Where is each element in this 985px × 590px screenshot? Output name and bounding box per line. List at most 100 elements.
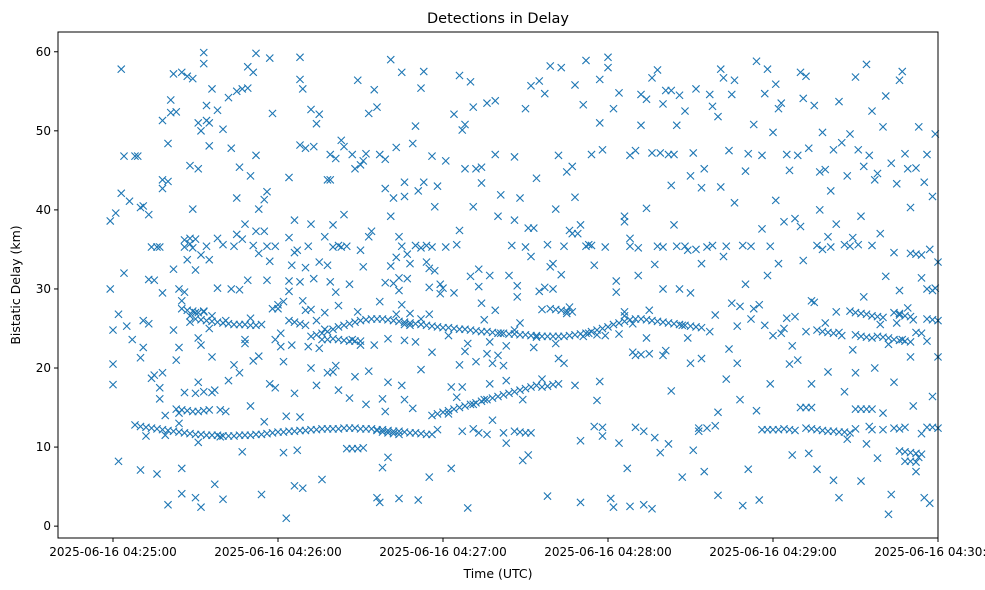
data-point [485, 337, 494, 346]
data-point [199, 387, 208, 396]
data-point [395, 286, 403, 295]
data-point [433, 425, 442, 434]
data-point [315, 258, 324, 267]
data-point [697, 259, 706, 268]
data-point [463, 339, 472, 348]
data-point [505, 271, 513, 280]
data-point [136, 466, 145, 474]
data-point [139, 201, 148, 210]
data-point [188, 74, 197, 83]
data-point [252, 227, 260, 236]
data-point [620, 311, 629, 320]
data-point [848, 345, 857, 354]
data-point [499, 428, 508, 437]
data-point [216, 405, 225, 414]
data-point [804, 449, 813, 458]
data-point [433, 409, 442, 418]
data-point [703, 424, 711, 433]
data-point [634, 271, 643, 280]
data-point [782, 150, 791, 159]
data-point [331, 154, 340, 163]
data-point [271, 242, 280, 251]
x-tick-label: 2025-06-16 04:25:00 [49, 545, 176, 559]
data-point [356, 337, 365, 346]
data-point [642, 95, 651, 104]
data-point [298, 84, 307, 93]
data-point [301, 144, 310, 153]
data-point [587, 150, 596, 159]
data-point [494, 392, 502, 401]
data-point [799, 94, 808, 103]
data-point [502, 376, 511, 385]
data-point [661, 346, 670, 355]
data-point [631, 146, 640, 155]
data-point [513, 292, 522, 301]
data-point [436, 289, 445, 298]
data-point [191, 493, 200, 502]
data-point [290, 481, 299, 490]
data-point [895, 424, 904, 433]
data-point [172, 356, 181, 365]
data-point [752, 406, 761, 415]
data-point [263, 187, 271, 196]
data-point [109, 360, 117, 369]
data-point [469, 400, 478, 409]
data-point [334, 322, 343, 331]
data-point [461, 401, 469, 410]
data-point [188, 243, 197, 252]
data-point [312, 119, 321, 128]
data-point [474, 428, 483, 437]
data-point [216, 432, 225, 441]
data-point [194, 333, 203, 342]
data-point [766, 379, 775, 388]
data-point [397, 68, 406, 77]
data-point [540, 283, 549, 292]
data-point [243, 84, 252, 93]
data-point [527, 252, 535, 261]
data-point [180, 243, 189, 252]
data-point [923, 337, 931, 346]
data-point [290, 318, 299, 327]
data-point [510, 387, 519, 396]
data-point [320, 325, 329, 334]
data-point [928, 192, 937, 201]
data-point [815, 205, 824, 214]
data-point [397, 242, 406, 251]
data-point [771, 196, 780, 205]
data-point [535, 287, 544, 296]
data-point [895, 311, 904, 320]
data-point [521, 243, 530, 252]
data-point [164, 139, 172, 148]
data-point [887, 490, 896, 499]
data-point [667, 386, 676, 395]
data-point [169, 326, 178, 335]
data-point [384, 334, 392, 343]
data-point [752, 57, 761, 66]
data-point [406, 321, 414, 330]
data-point [329, 367, 337, 376]
data-point [835, 493, 843, 502]
data-point [373, 103, 381, 112]
data-point [653, 65, 662, 74]
data-point [304, 342, 313, 351]
data-point [202, 242, 211, 251]
data-point [296, 277, 304, 286]
y-tick-label: 60 [36, 45, 51, 59]
data-point [631, 423, 640, 432]
data-point [452, 393, 461, 402]
data-point [408, 139, 417, 148]
data-point [813, 465, 821, 474]
data-point [177, 464, 186, 473]
data-point [342, 242, 351, 251]
data-point [645, 349, 654, 358]
data-point [175, 409, 183, 418]
data-point [125, 197, 134, 206]
data-point [793, 151, 802, 160]
data-point [884, 340, 893, 349]
data-point [477, 163, 486, 172]
data-point [876, 229, 885, 238]
data-point [466, 77, 475, 86]
data-point [791, 214, 799, 223]
data-point [161, 431, 170, 440]
data-point [169, 69, 178, 78]
